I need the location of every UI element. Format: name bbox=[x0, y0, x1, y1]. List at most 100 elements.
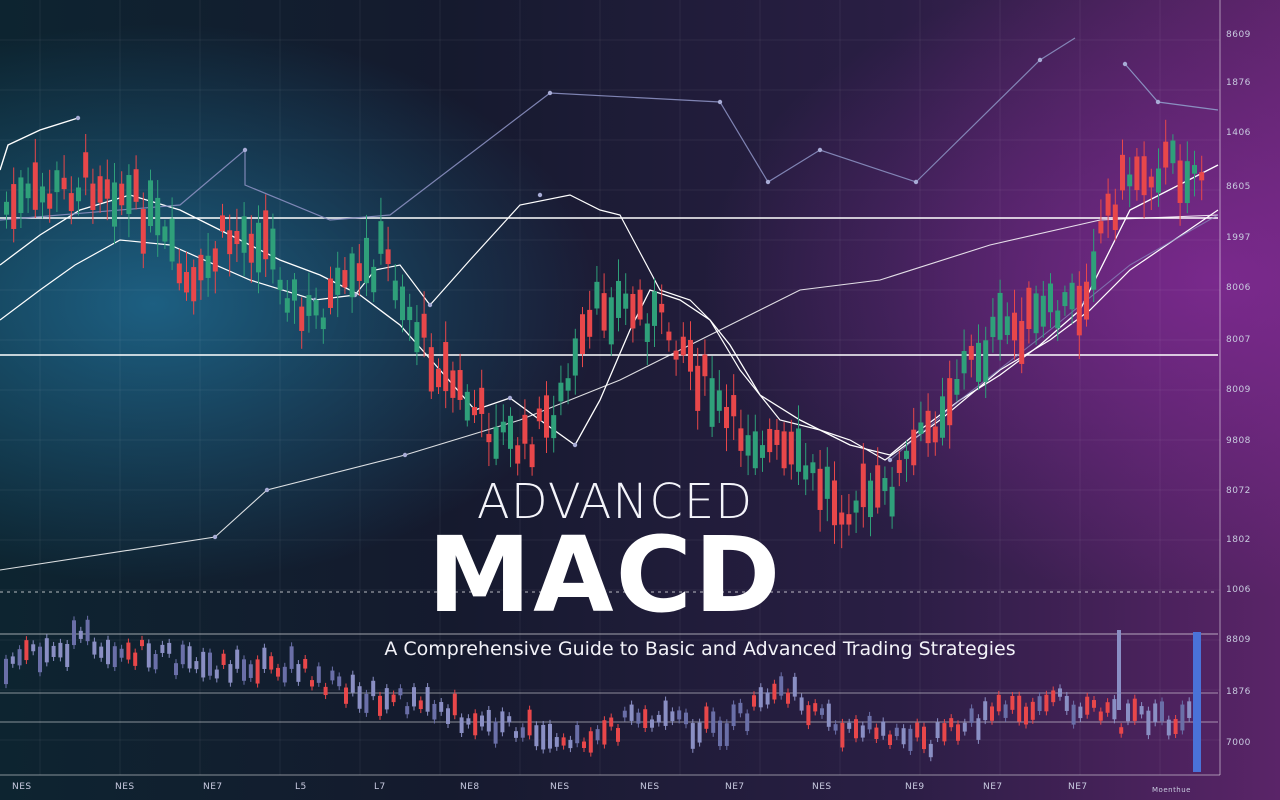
macd-bar bbox=[527, 709, 532, 736]
macd-bar bbox=[58, 642, 63, 658]
candle-body bbox=[162, 226, 168, 242]
candle-body bbox=[493, 426, 499, 459]
macd-bar bbox=[813, 703, 818, 712]
candle-body bbox=[932, 426, 938, 443]
macd-bar bbox=[78, 630, 83, 639]
macd-bar bbox=[1112, 699, 1117, 720]
candle-body bbox=[184, 272, 189, 293]
trend-line bbox=[0, 214, 1219, 571]
macd-bar bbox=[187, 646, 192, 669]
candle-body bbox=[558, 382, 564, 402]
macd-bar bbox=[656, 714, 661, 723]
y-axis-label: 7000 bbox=[1226, 738, 1251, 748]
macd-bar bbox=[153, 654, 158, 670]
candle-body bbox=[104, 179, 110, 199]
candle-body bbox=[407, 306, 413, 321]
macd-bar bbox=[847, 722, 852, 729]
candle-body bbox=[954, 378, 960, 395]
macd-bar bbox=[792, 676, 797, 697]
candle-body bbox=[392, 280, 398, 301]
candle-body bbox=[479, 387, 485, 414]
macd-bar bbox=[235, 649, 240, 669]
candle-body bbox=[644, 323, 650, 342]
macd-bar bbox=[833, 724, 838, 731]
macd-bar bbox=[418, 700, 423, 710]
candle-body bbox=[623, 293, 629, 309]
macd-bar bbox=[636, 712, 641, 724]
x-axis-label: L5 bbox=[295, 782, 307, 792]
candle-body bbox=[234, 230, 240, 245]
candle-body bbox=[83, 152, 89, 178]
candle-body bbox=[263, 210, 269, 260]
candle-body bbox=[788, 431, 794, 465]
y-axis-label: 1802 bbox=[1226, 535, 1251, 545]
macd-bar bbox=[507, 716, 512, 723]
line-node bbox=[547, 90, 553, 96]
line-node bbox=[212, 534, 218, 540]
macd-bar bbox=[262, 647, 267, 669]
macd-bar bbox=[888, 734, 892, 745]
line-node bbox=[75, 115, 81, 121]
y-axis-label: 8072 bbox=[1226, 486, 1251, 496]
candle-body bbox=[839, 512, 845, 525]
candle-body bbox=[580, 314, 585, 355]
macd-bar bbox=[432, 703, 437, 720]
candle-body bbox=[1127, 174, 1133, 187]
macd-bar bbox=[44, 638, 49, 663]
macd-bar bbox=[310, 680, 314, 687]
candle-body bbox=[457, 370, 463, 400]
macd-bar bbox=[146, 643, 151, 668]
candle-body bbox=[306, 295, 312, 316]
candle-body bbox=[824, 466, 830, 499]
macd-bar bbox=[480, 715, 484, 727]
macd-bar bbox=[1105, 702, 1110, 713]
macd-bar bbox=[337, 676, 342, 687]
macd-bar bbox=[384, 688, 389, 710]
macd-bar bbox=[38, 646, 42, 673]
candle-body bbox=[1055, 310, 1061, 329]
macd-bar bbox=[1117, 630, 1121, 710]
macd-bar bbox=[174, 663, 178, 676]
candle-body bbox=[1177, 160, 1183, 203]
candle-body bbox=[1134, 156, 1140, 191]
y-axis-label: 8609 bbox=[1226, 30, 1251, 40]
macd-bar bbox=[704, 706, 709, 729]
macd-bar bbox=[24, 640, 29, 661]
macd-bar bbox=[1078, 706, 1083, 719]
y-axis-label: 8605 bbox=[1226, 182, 1251, 192]
macd-bar bbox=[344, 687, 348, 704]
candle-body bbox=[1148, 176, 1154, 188]
macd-bar bbox=[548, 723, 552, 749]
macd-bar bbox=[949, 718, 954, 728]
candle-body bbox=[270, 228, 276, 270]
macd-bar bbox=[1003, 704, 1008, 718]
macd-bar bbox=[575, 725, 580, 744]
candle-body bbox=[832, 480, 837, 526]
macd-bar bbox=[459, 717, 464, 733]
macd-bar bbox=[65, 643, 70, 667]
macd-bar bbox=[208, 652, 212, 676]
candle-body bbox=[241, 216, 247, 253]
x-axis-label: NE8 bbox=[460, 782, 480, 792]
macd-bar bbox=[466, 718, 471, 725]
macd-bar bbox=[1139, 706, 1144, 715]
macd-bar bbox=[881, 721, 886, 736]
line-node bbox=[1155, 99, 1161, 105]
candle-body bbox=[817, 468, 823, 510]
macd-bar bbox=[922, 726, 926, 750]
candle-body bbox=[1076, 285, 1082, 336]
candle-body bbox=[155, 197, 161, 236]
macd-bar bbox=[650, 719, 654, 728]
candle-body bbox=[371, 266, 377, 293]
macd-bar bbox=[85, 619, 90, 642]
title-advanced: ADVANCED bbox=[476, 474, 754, 530]
macd-bar bbox=[1030, 701, 1035, 720]
candle-body bbox=[529, 444, 535, 468]
candle-body bbox=[630, 293, 636, 329]
macd-bar bbox=[398, 688, 403, 696]
candle-body bbox=[1091, 251, 1097, 290]
candle-body bbox=[356, 263, 362, 281]
macd-bar bbox=[228, 664, 233, 683]
candle-body bbox=[752, 431, 758, 469]
candle-body bbox=[212, 248, 218, 272]
